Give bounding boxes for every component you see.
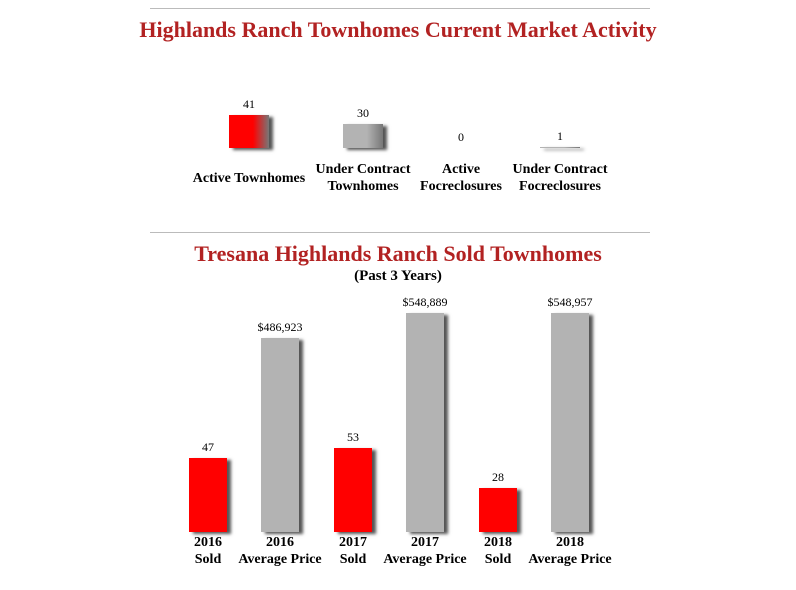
- data-label: 47: [202, 439, 214, 454]
- data-label: 53: [347, 430, 359, 444]
- bar: [189, 457, 227, 532]
- bar: [229, 115, 269, 148]
- x-tick-label: 2017 Average Price: [383, 535, 467, 567]
- data-label: 30: [357, 105, 369, 120]
- chart-title: Highlands Ranch Townhomes Current Market…: [139, 17, 657, 42]
- bar: [334, 448, 372, 532]
- bar: [343, 123, 383, 148]
- divider: [150, 232, 650, 233]
- x-tick-label: Active Focreclosures: [420, 162, 502, 194]
- x-tick-label: Active Townhomes: [192, 170, 306, 186]
- bar: [406, 313, 444, 532]
- x-tick-label: Under Contract Focreclosures: [512, 162, 608, 194]
- bar: [479, 487, 517, 532]
- x-tick-label: Under Contract Townhomes: [315, 162, 411, 194]
- bar: [261, 337, 299, 532]
- x-tick-label: 2018 Sold: [484, 535, 512, 567]
- divider: [150, 8, 650, 9]
- bar: [551, 313, 589, 532]
- x-tick-label: 2017 Sold: [339, 535, 367, 567]
- data-label: 28: [492, 469, 504, 484]
- bar: [540, 147, 580, 148]
- data-label: $486,923: [257, 319, 303, 334]
- data-label: $548,957: [547, 295, 593, 309]
- data-label: 41: [243, 97, 255, 111]
- x-tick-label: 2018 Average Price: [528, 535, 612, 567]
- chart-title: Tresana Highlands Ranch Sold Townhomes: [194, 241, 602, 266]
- data-label: 1: [557, 129, 563, 144]
- data-label: $548,889: [402, 295, 448, 310]
- x-tick-label: 2016 Sold: [194, 535, 222, 567]
- data-label: 0: [458, 130, 464, 144]
- x-tick-label: 2016 Average Price: [238, 535, 322, 567]
- chart-subtitle: (Past 3 Years): [354, 268, 442, 284]
